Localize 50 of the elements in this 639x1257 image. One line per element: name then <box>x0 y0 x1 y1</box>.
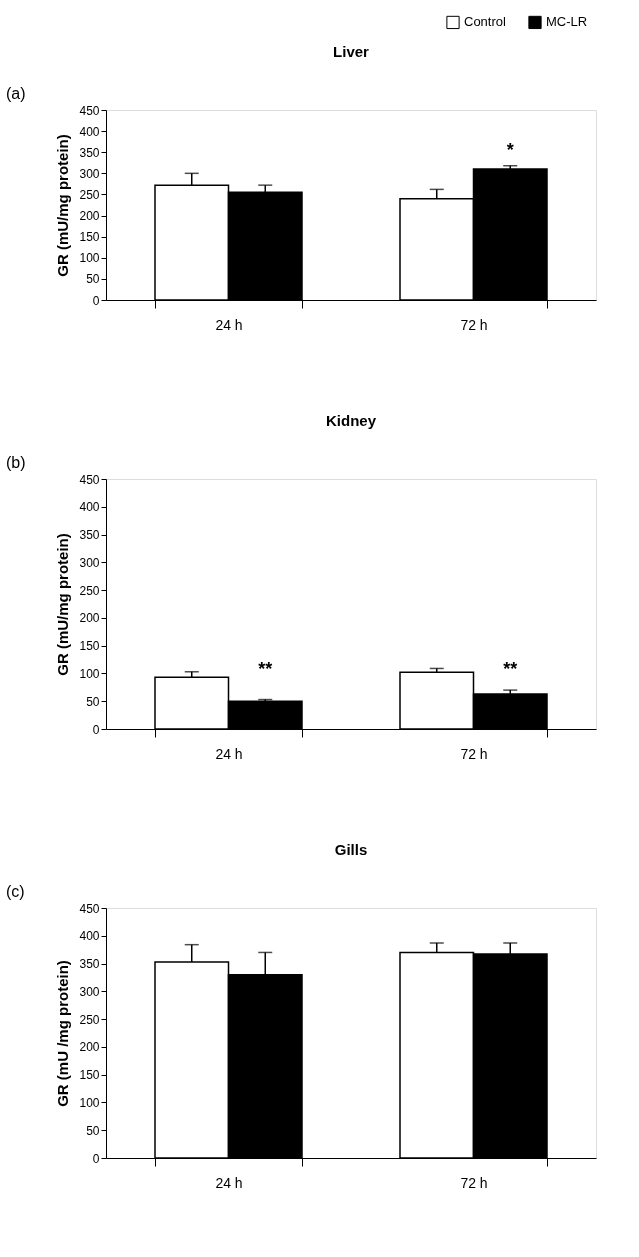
x-tick-label: 24 h <box>215 745 243 762</box>
y-tick-label: 400 <box>79 500 100 515</box>
y-tick-label: 300 <box>79 984 100 999</box>
y-tick-label: 200 <box>79 611 100 626</box>
y-tick-label: 450 <box>79 472 100 487</box>
legend-label: Control <box>464 14 507 30</box>
y-tick-label: 200 <box>79 209 100 224</box>
x-tick-label: 72 h <box>460 1174 488 1191</box>
y-tick-label: 250 <box>79 187 100 202</box>
y-tick-label: 100 <box>79 1095 100 1110</box>
y-tick-label: 250 <box>79 1012 100 1027</box>
y-tick-label: 0 <box>92 1151 100 1166</box>
y-tick-label: 400 <box>79 124 100 139</box>
y-tick-label: 450 <box>79 103 100 118</box>
y-tick-label: 50 <box>86 1123 100 1138</box>
y-axis-title: GR (mU/mg protein) <box>54 134 72 277</box>
y-tick-label: 350 <box>79 145 100 160</box>
y-tick-label: 250 <box>79 583 100 598</box>
y-axis-title: GR (mU /mg protein) <box>54 960 72 1107</box>
text: (c) <box>6 883 25 900</box>
y-tick-label: 100 <box>79 666 100 681</box>
y-tick-label: 100 <box>79 251 100 266</box>
y-tick-label: 450 <box>79 901 100 916</box>
legend-label: MC-LR <box>546 14 588 30</box>
x-tick-label: 72 h <box>460 316 488 333</box>
y-tick-label: 150 <box>79 1068 100 1083</box>
y-tick-label: 350 <box>79 957 100 972</box>
y-axis-title: GR (mU/mg protein) <box>54 533 72 676</box>
y-tick-label: 350 <box>79 528 100 543</box>
y-tick-label: 300 <box>79 166 100 181</box>
chart-title: Kidney <box>325 412 377 429</box>
y-tick-label: 50 <box>86 694 100 709</box>
y-tick-label: 50 <box>86 272 100 287</box>
y-tick-label: 400 <box>79 929 100 944</box>
annotation: ** <box>258 658 273 679</box>
chart-title: Liver <box>333 43 370 60</box>
y-tick-label: 150 <box>79 230 100 245</box>
x-tick-label: 24 h <box>215 316 243 333</box>
annotation: * <box>506 139 514 160</box>
y-tick-label: 300 <box>79 555 100 570</box>
x-tick-label: 72 h <box>460 745 488 762</box>
y-tick-label: 200 <box>79 1040 100 1055</box>
x-tick-label: 24 h <box>215 1174 243 1191</box>
annotation: ** <box>503 658 518 679</box>
y-tick-label: 0 <box>92 293 100 308</box>
text: (b) <box>6 454 26 471</box>
text: (a) <box>6 85 26 102</box>
chart-title: Gills <box>334 841 368 858</box>
y-tick-label: 0 <box>92 722 100 737</box>
y-tick-label: 150 <box>79 639 100 654</box>
